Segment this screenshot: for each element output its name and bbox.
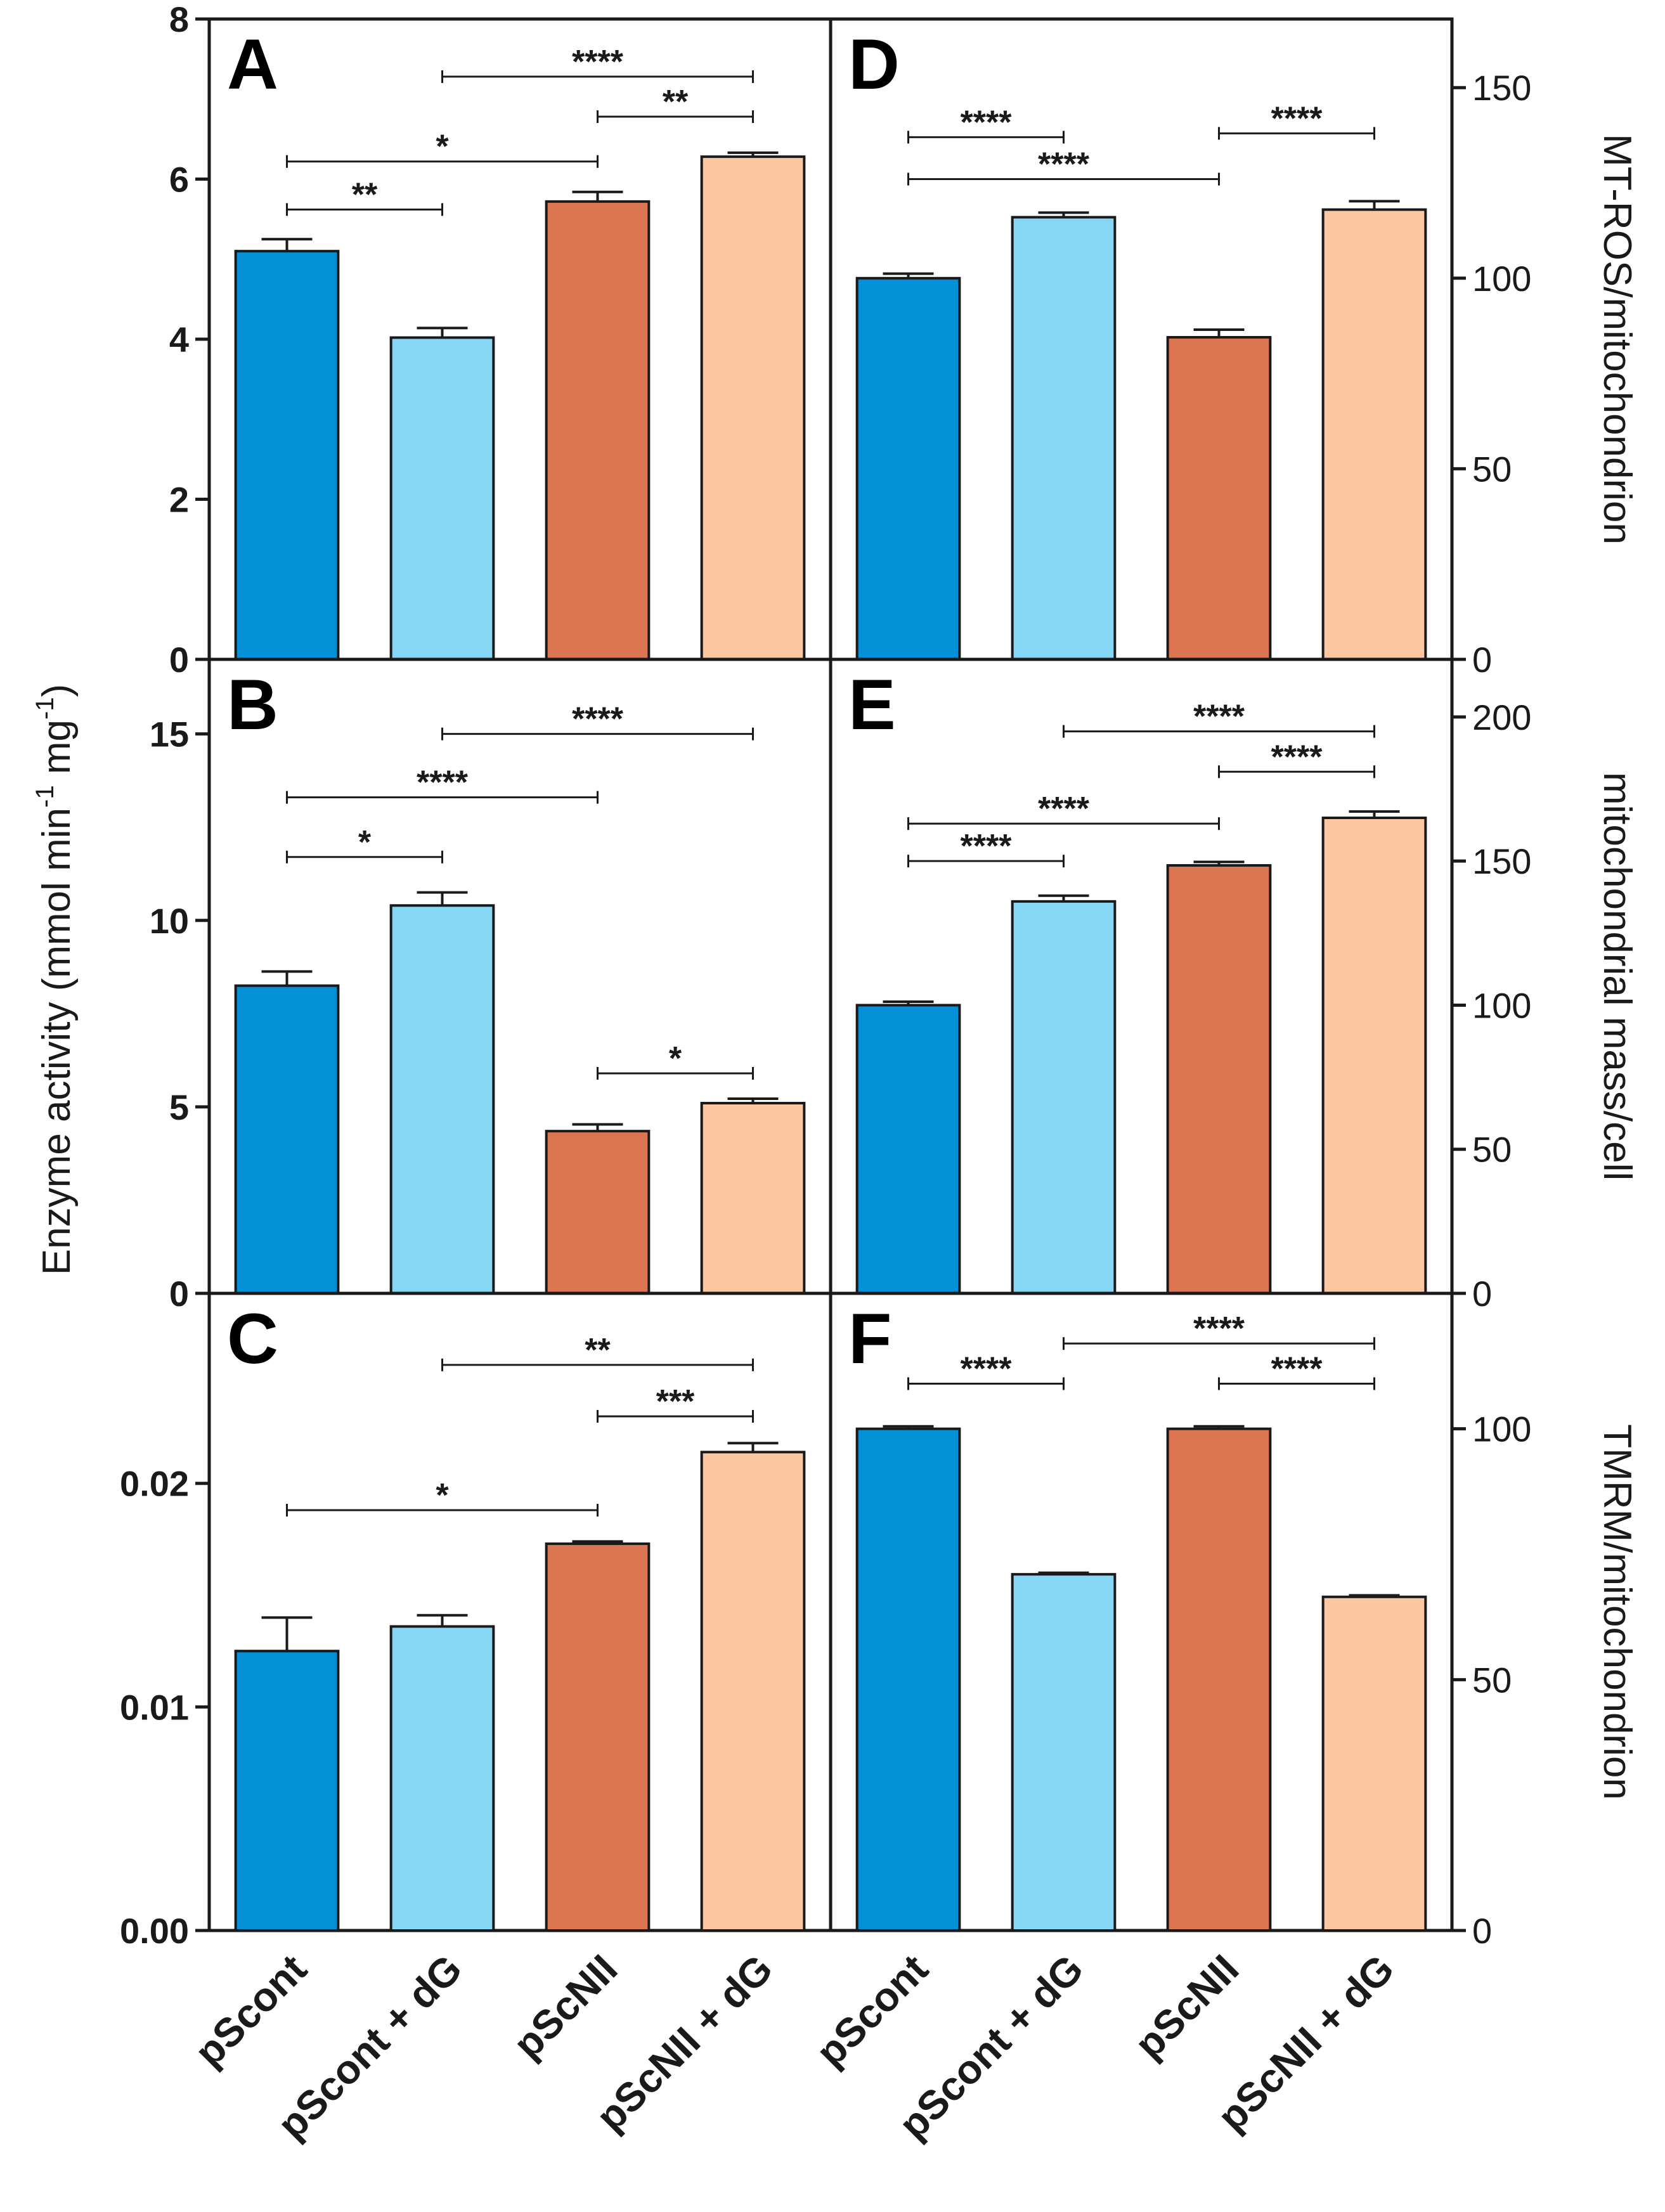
- panel-letter: E: [848, 665, 896, 744]
- left-axis-title-sup1: -1: [31, 785, 59, 808]
- sig-label: ****: [1271, 1350, 1323, 1387]
- bar-e-1: [1011, 900, 1117, 1295]
- sig-label: ****: [1038, 791, 1090, 827]
- panel-e: 0 50 100 150 200 E **** **** **** **** mitochondri…: [829, 657, 1639, 1314]
- bar-e-3: [1321, 817, 1427, 1295]
- bar-d-1: [1011, 216, 1117, 661]
- x-category-label: pScont: [807, 1946, 936, 2075]
- right-axis-title-e: mitochondrial mass/cell: [1595, 772, 1639, 1180]
- bar-c-2: [545, 1542, 651, 1932]
- bar-d-2: [1166, 335, 1272, 661]
- y-tick-label: 6: [169, 160, 189, 200]
- panel-letter: A: [227, 25, 278, 104]
- sig-label: **: [352, 176, 378, 213]
- sig-label: *: [358, 824, 372, 861]
- bar-d-0: [855, 276, 961, 661]
- right-axis-title-d: MT-ROS/mitochondrion: [1595, 134, 1639, 545]
- sig-label: ****: [572, 701, 624, 738]
- y-tick-label: 100: [1472, 259, 1531, 299]
- y-tick-label: 50: [1472, 1130, 1512, 1170]
- y-tick-label: 0.02: [120, 1464, 189, 1504]
- sig-label: ****: [961, 1350, 1013, 1387]
- bar-d-3: [1321, 208, 1427, 661]
- y-tick-label: 0: [1472, 1911, 1492, 1951]
- x-category-label: pScNII: [1126, 1946, 1248, 2067]
- bar-b-0: [234, 984, 340, 1295]
- sig-label: *: [669, 1040, 682, 1077]
- panel-f: 0 50 100 F **** **** **** TMRM/mitochondrion: [829, 1291, 1639, 1951]
- y-tick-label: 8: [169, 0, 189, 39]
- bar-f-2: [1166, 1427, 1272, 1932]
- bar-b-2: [545, 1130, 651, 1295]
- bar-a-3: [700, 155, 806, 661]
- y-tick-label: 15: [150, 715, 189, 754]
- bar-c-1: [389, 1625, 495, 1932]
- sig-label: *: [436, 129, 449, 165]
- sig-label: ****: [1038, 146, 1090, 183]
- y-tick-label: 150: [1472, 68, 1531, 108]
- bar-a-2: [545, 200, 651, 661]
- y-tick-label: 4: [169, 320, 189, 359]
- sig-label: ****: [417, 765, 469, 801]
- y-tick-label: 100: [1472, 1409, 1531, 1449]
- right-axis-title-f: TMRM/mitochondrion: [1595, 1424, 1639, 1800]
- x-category-label: pScont: [186, 1946, 315, 2075]
- bar-f-3: [1321, 1595, 1427, 1932]
- y-tick-label: 0.00: [120, 1911, 189, 1951]
- bar-b-3: [700, 1102, 806, 1295]
- y-tick-label: 0: [169, 640, 189, 680]
- bar-b-1: [389, 904, 495, 1295]
- sig-label: ****: [1271, 100, 1323, 137]
- left-axis-title-mid: mg: [35, 720, 79, 785]
- bar-c-3: [700, 1451, 806, 1932]
- bar-f-1: [1011, 1573, 1117, 1932]
- bar-a-0: [234, 250, 340, 661]
- bar-e-0: [855, 1004, 961, 1295]
- sig-label: ***: [656, 1383, 695, 1420]
- sig-label: ****: [961, 104, 1013, 141]
- left-axis-title: Enzyme activity (mmol min-1 mg-1): [31, 684, 79, 1275]
- y-tick-label: 0: [1472, 1274, 1492, 1314]
- x-category-label: pScNII: [505, 1946, 626, 2067]
- bar-a-1: [389, 336, 495, 661]
- panel-letter: B: [227, 665, 278, 744]
- y-tick-label: 100: [1472, 985, 1531, 1025]
- sig-label: ****: [572, 44, 624, 81]
- y-tick-label: 2: [169, 480, 189, 520]
- sig-label: **: [585, 1332, 611, 1369]
- panel-letter: C: [227, 1299, 278, 1378]
- y-tick-label: 150: [1472, 841, 1531, 881]
- y-tick-label: 0: [169, 1274, 189, 1314]
- sig-label: ****: [1193, 699, 1245, 735]
- panel-frame: [829, 1291, 1454, 1932]
- sig-label: ****: [1271, 739, 1323, 775]
- left-axis-title-end: ): [35, 684, 79, 697]
- y-tick-label: 50: [1472, 1660, 1512, 1700]
- panel-letter: D: [848, 25, 900, 104]
- y-tick-label: 0: [1472, 640, 1492, 680]
- sig-label: ****: [1193, 1310, 1245, 1347]
- y-tick-label: 200: [1472, 697, 1531, 737]
- panel-d: 0 50 100 150 D **** **** **** MT-ROS/mitochondri…: [829, 17, 1639, 680]
- left-axis-title-main: Enzyme activity (mmol min: [35, 808, 79, 1275]
- left-axis-title-sup2: -1: [31, 697, 59, 720]
- bar-e-2: [1166, 864, 1272, 1295]
- y-tick-label: 10: [150, 901, 189, 941]
- y-tick-label: 0.01: [120, 1687, 189, 1727]
- y-tick-label: 50: [1472, 449, 1512, 489]
- bar-f-0: [855, 1427, 961, 1932]
- panel-letter: F: [848, 1299, 891, 1378]
- sig-label: ****: [961, 828, 1013, 865]
- sig-label: *: [436, 1477, 449, 1514]
- panel-c: 0.000.010.02C******: [120, 1291, 832, 1951]
- y-tick-label: 5: [169, 1087, 189, 1127]
- sig-label: **: [663, 84, 689, 120]
- bar-c-0: [234, 1650, 340, 1932]
